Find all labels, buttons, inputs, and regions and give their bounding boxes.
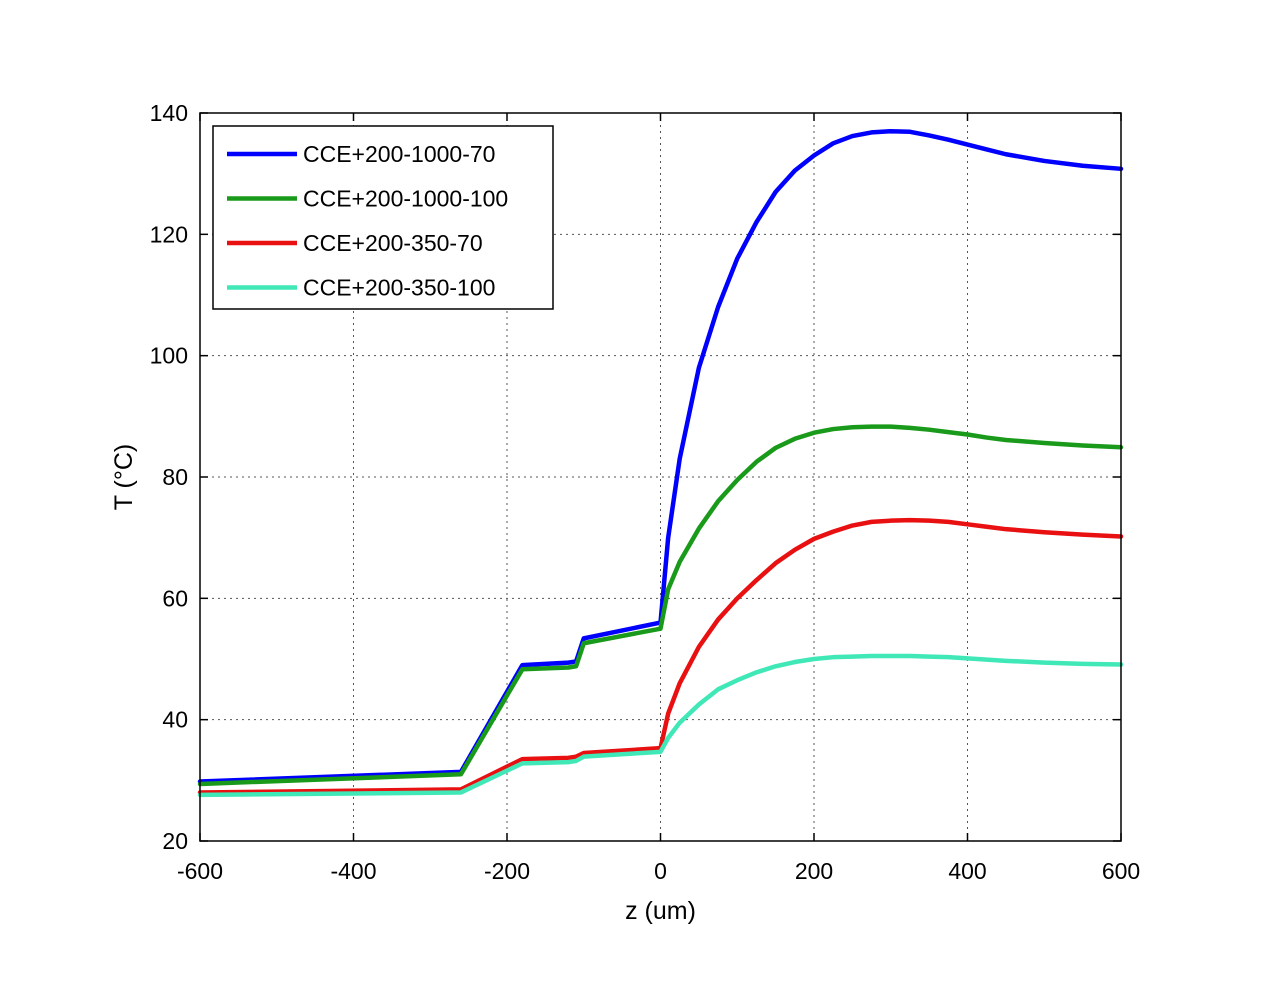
y-tick-label: 140 xyxy=(150,100,188,126)
y-tick-label: 20 xyxy=(162,828,188,854)
y-tick-label: 120 xyxy=(150,221,188,247)
y-tick-label: 80 xyxy=(162,464,188,490)
x-tick-label: -400 xyxy=(330,858,376,884)
legend-label: CCE+200-350-70 xyxy=(303,230,483,256)
x-axis-label: z (um) xyxy=(625,897,696,925)
x-tick-label: 400 xyxy=(948,858,986,884)
legend-item: CCE+200-1000-70 xyxy=(227,141,495,167)
x-tick-labels: -600 -400 -200 0 200 400 600 xyxy=(177,858,1140,884)
legend: CCE+200-1000-70 CCE+200-1000-100 CCE+200-3… xyxy=(212,125,554,310)
series-line-2 xyxy=(197,424,1124,787)
y-tick-label: 40 xyxy=(162,707,188,733)
legend-item: CCE+200-350-100 xyxy=(227,275,495,301)
y-axis-label: T (°C) xyxy=(110,444,138,510)
x-tick-label: -600 xyxy=(177,858,223,884)
y-tick-labels: 20 40 60 80 100 120 140 xyxy=(150,100,188,854)
x-tick-label: 0 xyxy=(654,858,667,884)
legend-label: CCE+200-350-100 xyxy=(303,275,495,301)
y-tick-label: 100 xyxy=(150,343,188,369)
x-tick-label: -200 xyxy=(484,858,530,884)
legend-box xyxy=(212,125,554,310)
legend-item: CCE+200-350-70 xyxy=(227,230,483,256)
axis-ticks xyxy=(199,112,1122,842)
x-tick-label: 600 xyxy=(1102,858,1140,884)
data-series xyxy=(197,128,1124,798)
x-tick-label: 200 xyxy=(795,858,833,884)
legend-label: CCE+200-1000-100 xyxy=(303,186,508,212)
legend-item: CCE+200-1000-100 xyxy=(227,186,508,212)
legend-label: CCE+200-1000-70 xyxy=(303,141,495,167)
y-tick-label: 60 xyxy=(162,585,188,611)
series-line-4 xyxy=(197,653,1124,798)
series-line-3 xyxy=(197,517,1124,795)
